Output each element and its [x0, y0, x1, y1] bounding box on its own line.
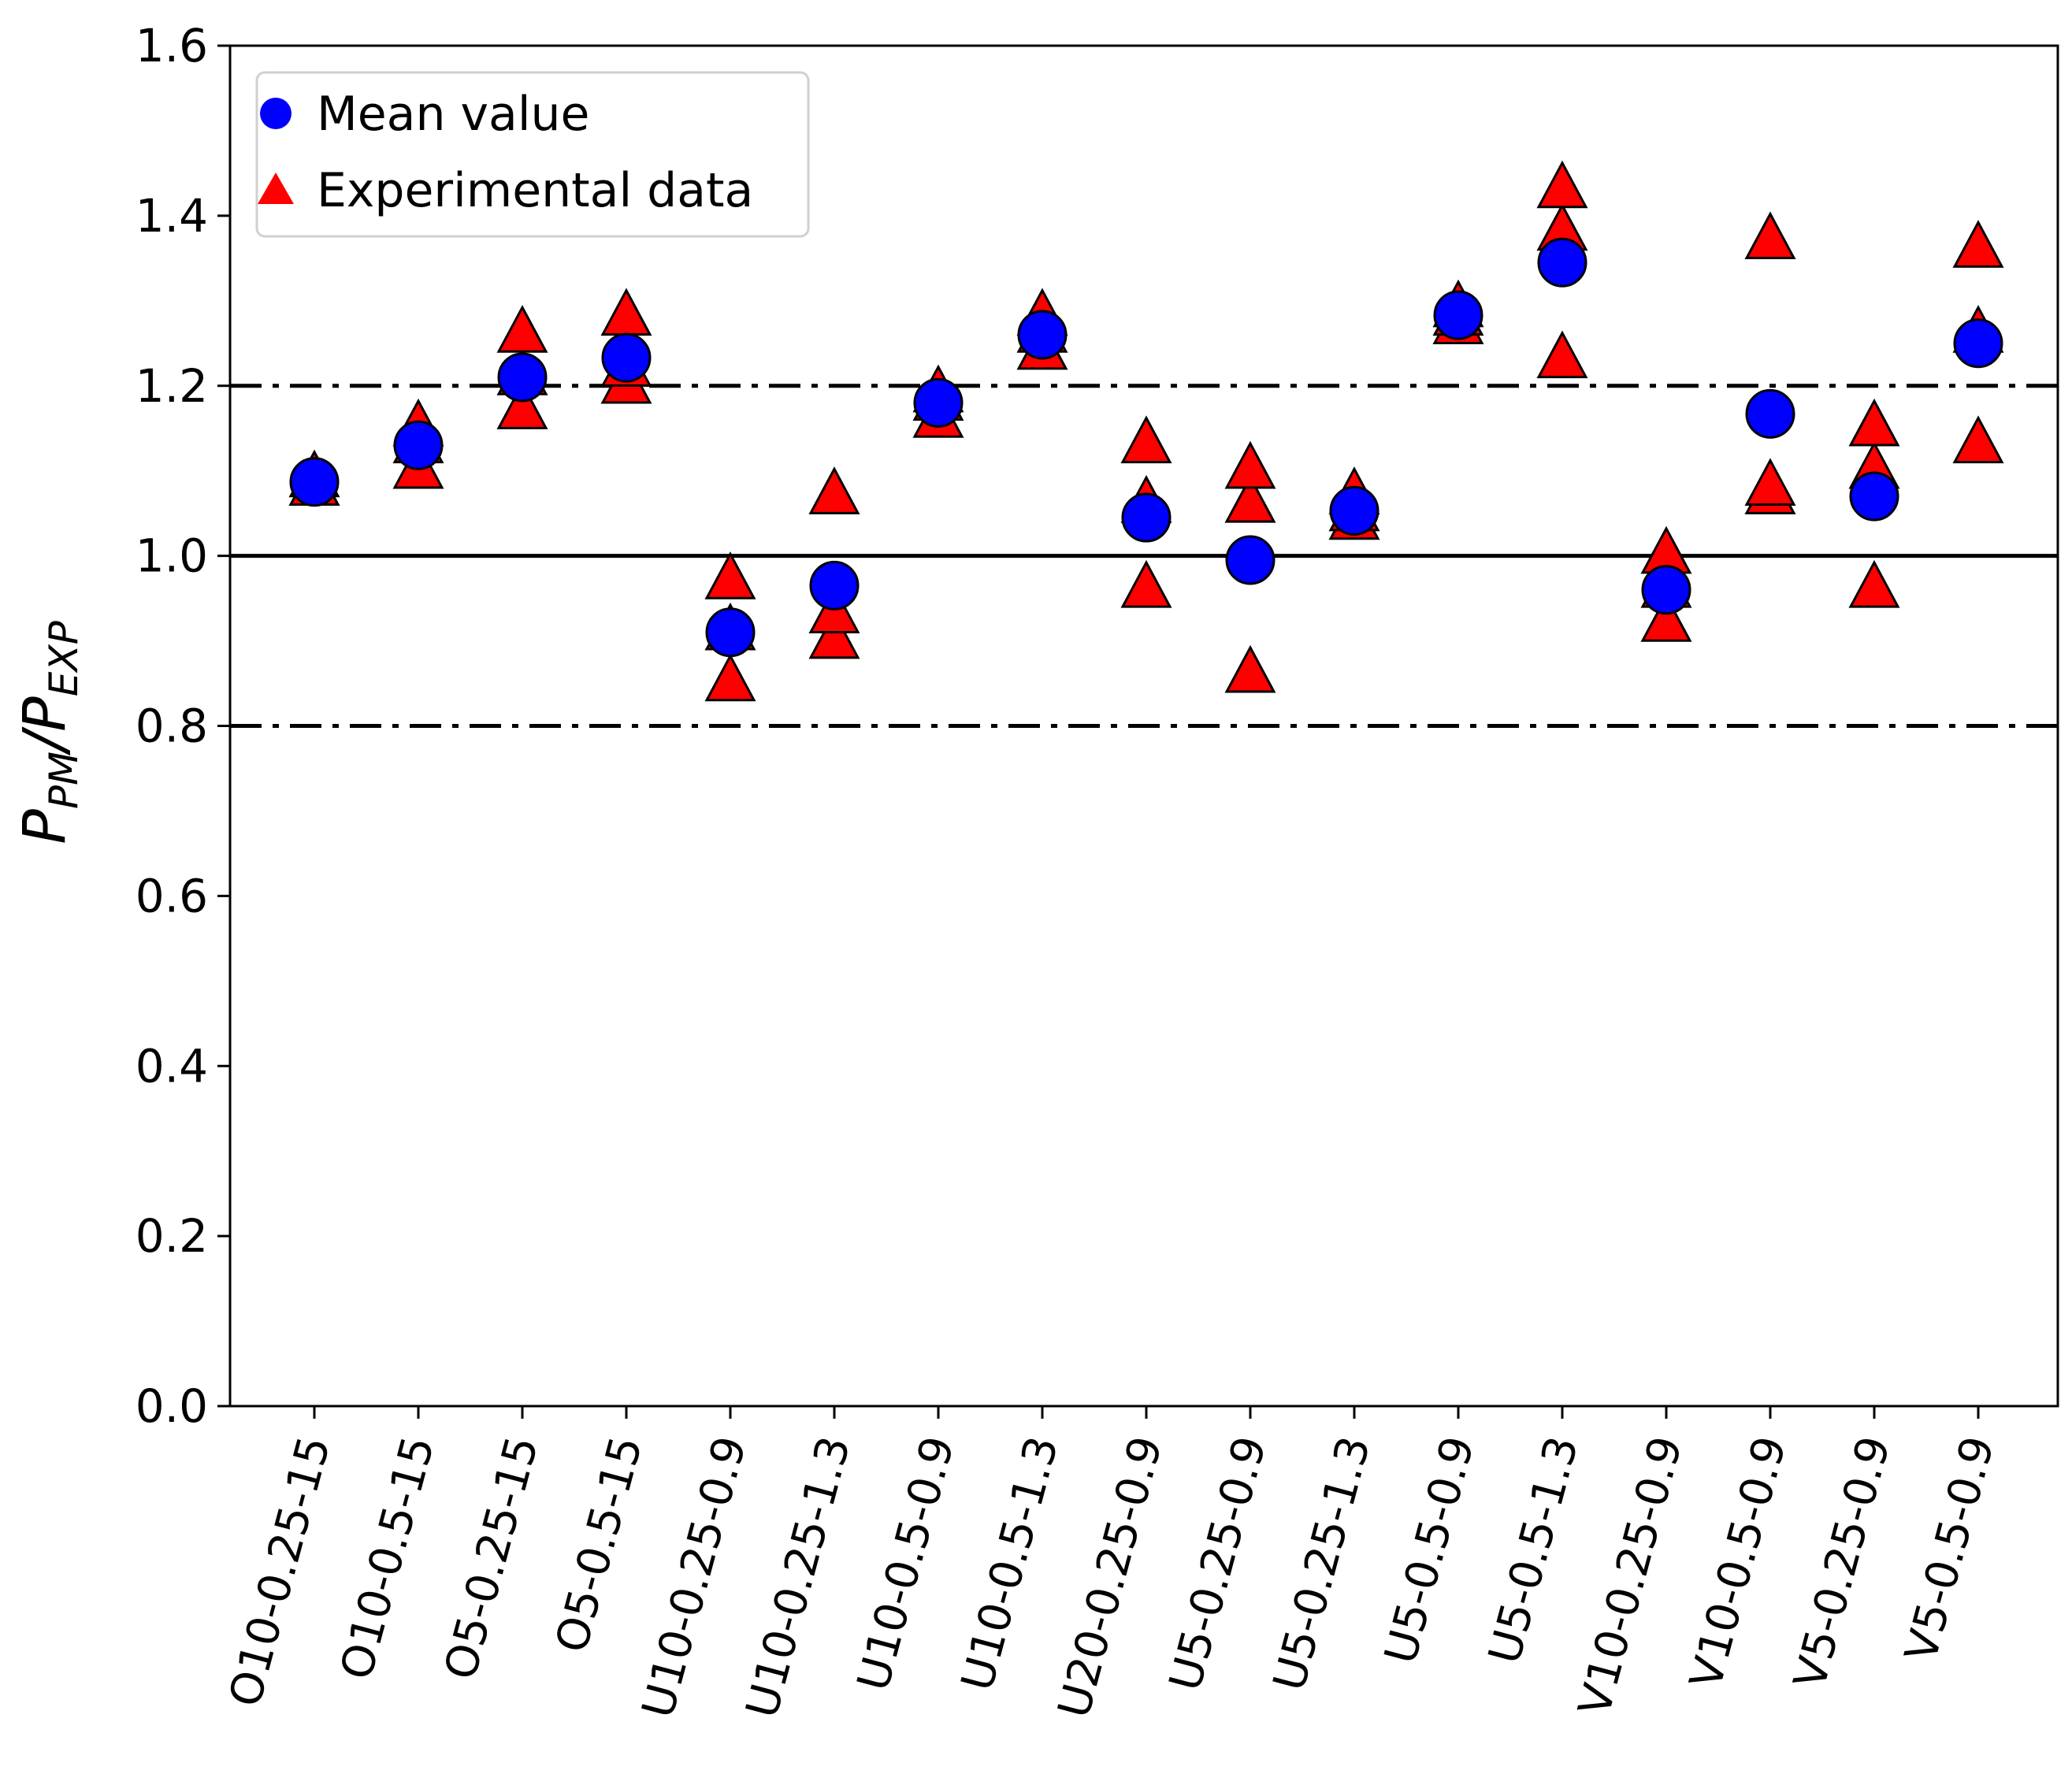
- legend: Mean value Experimental data: [255, 71, 810, 238]
- experimental-point-15-0: [1848, 559, 1900, 608]
- y-tick-label-5: 1.0: [136, 529, 208, 583]
- experimental-point-14-2: [1744, 211, 1796, 260]
- mean-point-4: [705, 607, 756, 658]
- x-tick-label-8: U20-0.25-0.9: [1049, 1431, 1173, 1724]
- y-label-sub-1: PM: [41, 751, 87, 809]
- x-tick-label-7: U10-0.5-1.3: [952, 1431, 1068, 1696]
- y-tick-label-0: 0.0: [136, 1379, 208, 1433]
- x-tick-label-1: O10-0.5-15: [331, 1431, 445, 1685]
- legend-mean-label: Mean value: [317, 87, 589, 142]
- legend-experimental-label: Experimental data: [317, 163, 753, 218]
- y-axis-label: PPM/PEXP: [11, 620, 87, 844]
- experimental-point-2-0: [496, 381, 548, 429]
- x-tick-label-15: V5-0.25-0.9: [1784, 1431, 1901, 1694]
- experimental-point-9-2: [1224, 440, 1276, 489]
- experimental-point-4-0: [704, 653, 756, 702]
- mean-point-7: [1017, 310, 1068, 360]
- experimental-point-9-1: [1224, 474, 1276, 523]
- mean-point-8: [1121, 492, 1172, 543]
- experimental-point-16-0: [1952, 415, 2004, 464]
- data-points: [288, 160, 2004, 702]
- mean-point-13: [1641, 565, 1691, 615]
- experimental-point-13-0: [1640, 594, 1692, 642]
- experimental-point-8-0: [1120, 559, 1172, 608]
- mean-point-3: [601, 332, 652, 383]
- experimental-point-12-2: [1536, 160, 1588, 209]
- mean-point-15: [1849, 471, 1899, 521]
- experimental-point-5-2: [808, 466, 860, 514]
- mean-point-9: [1225, 535, 1276, 585]
- y-label-base-1: P: [11, 809, 79, 844]
- x-tick-label-13: V10-0.25-0.9: [1569, 1431, 1693, 1721]
- y-tick-label-2: 0.4: [136, 1039, 208, 1093]
- x-tick-label-4: U10-0.25-0.9: [633, 1431, 757, 1724]
- x-tick-label-12: U5-0.5-1.3: [1479, 1431, 1588, 1669]
- experimental-point-3-2: [600, 288, 652, 336]
- x-tick-label-11: U5-0.5-0.9: [1375, 1431, 1484, 1669]
- mean-point-2: [497, 352, 548, 403]
- y-tick-label-7: 1.4: [136, 189, 208, 243]
- experimental-point-8-2: [1120, 415, 1172, 464]
- x-tick-label-5: U10-0.25-1.3: [737, 1431, 861, 1724]
- y-tick-label-1: 0.2: [136, 1209, 208, 1263]
- y-label-base-2: P: [11, 696, 79, 732]
- y-tick-label-6: 1.2: [136, 359, 208, 413]
- x-tick-label-0: O10-0.25-15: [220, 1431, 341, 1713]
- x-tick-label-2: O5-0.25-15: [435, 1431, 549, 1685]
- legend-mean-marker: [260, 98, 291, 129]
- x-tick-label-10: U5-0.25-1.3: [1264, 1431, 1380, 1696]
- y-tick-label-3: 0.6: [136, 869, 208, 922]
- mean-point-14: [1745, 388, 1795, 439]
- x-tick-label-16: V5-0.5-0.9: [1896, 1431, 2004, 1667]
- mean-point-11: [1433, 290, 1483, 340]
- experimental-point-2-2: [496, 305, 548, 353]
- mean-point-1: [393, 420, 444, 470]
- mean-point-5: [809, 560, 860, 610]
- x-axis: O10-0.25-15O10-0.5-15O5-0.25-15O5-0.5-15…: [220, 1406, 2005, 1724]
- x-tick-label-9: U5-0.25-0.9: [1160, 1431, 1276, 1696]
- mean-point-0: [289, 457, 340, 507]
- y-tick-label-4: 0.8: [136, 700, 208, 753]
- mean-point-6: [913, 377, 964, 428]
- experimental-point-4-2: [704, 551, 756, 599]
- experimental-point-9-0: [1224, 644, 1276, 693]
- mean-point-10: [1329, 485, 1379, 536]
- experimental-point-12-0: [1536, 330, 1588, 379]
- y-axis: 0.0 0.2 0.4 0.6 0.8 1.0 1.2 1.4 1.6: [136, 19, 230, 1433]
- y-label-sub-2: EXP: [41, 620, 87, 696]
- mean-point-12: [1537, 237, 1587, 288]
- experimental-point-15-2: [1848, 398, 1900, 447]
- legend-box: [255, 71, 810, 238]
- experimental-point-14-1: [1744, 458, 1796, 507]
- mean-point-16: [1953, 318, 2003, 369]
- legend-experimental-marker: [258, 173, 294, 204]
- experimental-point-5-0: [808, 610, 860, 659]
- x-tick-label-3: O5-0.5-15: [546, 1431, 652, 1658]
- y-tick-label-8: 1.6: [136, 19, 208, 72]
- x-tick-label-14: V10-0.5-0.9: [1680, 1431, 1797, 1694]
- x-tick-label-6: U10-0.5-0.9: [848, 1431, 964, 1696]
- experimental-point-16-2: [1952, 220, 2004, 268]
